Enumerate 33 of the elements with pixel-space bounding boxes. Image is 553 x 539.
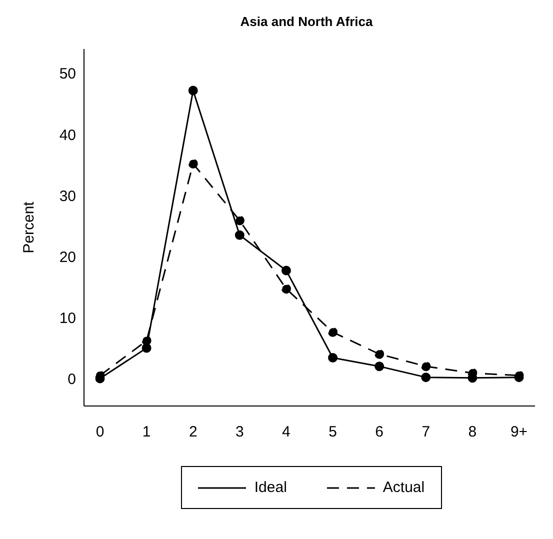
point (328, 353, 338, 363)
point (421, 362, 431, 372)
x-tick-label: 6 (375, 424, 384, 441)
point (281, 266, 291, 276)
point (374, 362, 384, 372)
point (234, 216, 244, 226)
y-tick-label: 10 (59, 310, 76, 327)
x-tick-label: 8 (468, 424, 477, 441)
x-tick-label: 2 (188, 424, 198, 441)
y-tick-label: 0 (68, 370, 76, 388)
legend-label: Actual (382, 479, 425, 496)
point (374, 349, 384, 359)
legend-label: Ideal (253, 479, 287, 496)
x-tick-label: 7 (422, 424, 430, 441)
point (142, 336, 152, 346)
x-tick-label: 5 (328, 424, 337, 441)
y-axis-title: Percent (20, 200, 38, 254)
y-tick-label: 40 (59, 126, 76, 144)
point (281, 284, 291, 294)
point (421, 372, 431, 382)
y-tick-label: 50 (59, 66, 76, 83)
x-tick-label: 4 (282, 424, 290, 441)
y-tick-label: 20 (59, 248, 76, 266)
x-tick-label: 3 (235, 424, 244, 441)
point (188, 86, 198, 96)
point (234, 230, 244, 240)
x-tick-label: 9+ (510, 424, 528, 441)
y-tick-label: 30 (59, 188, 76, 205)
x-tick-label: 1 (142, 424, 151, 441)
point (188, 158, 198, 168)
x-tick-label: 0 (96, 424, 104, 441)
point (328, 327, 338, 337)
chart-title: Asia and North Africa (239, 14, 374, 29)
